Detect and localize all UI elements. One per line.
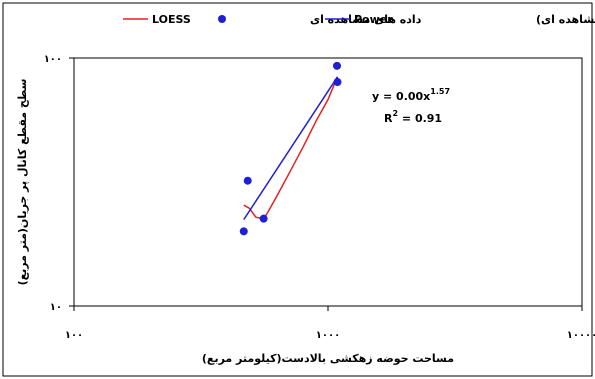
observed-data-point xyxy=(333,78,342,87)
loess-line xyxy=(243,76,339,219)
observed-data-point xyxy=(239,227,248,236)
observed-data-point xyxy=(332,61,341,70)
x-tick-label: ۱۰۰۰ xyxy=(316,330,340,341)
x-axis-title: مساحت حوضه زهکشی بالادست(کیلومتر مربع) xyxy=(202,352,454,365)
observed-data-point xyxy=(259,214,268,223)
legend-observed-label: داده های مشاهده ای xyxy=(310,13,422,26)
y-axis-ticks xyxy=(69,57,74,307)
equation-base: y = 0.00x xyxy=(372,90,430,103)
r-squared-exponent: 2 xyxy=(392,109,398,118)
r-squared-value: = 0.91 xyxy=(398,112,442,125)
y-tick-label: ۱۰ xyxy=(50,302,62,313)
equation-exponent: 1.57 xyxy=(430,87,450,96)
legend-observed-marker xyxy=(218,15,226,23)
series-layer xyxy=(239,61,342,236)
regression-annotation: y = 0.00x1.57 R2 = 0.91 xyxy=(372,87,450,125)
x-tick-label: ۱۰۰۰۰ xyxy=(567,330,595,341)
equation-label: y = 0.00x1.57 xyxy=(372,87,450,103)
legend-power-suffix: Power xyxy=(354,13,393,26)
legend: LOESS داده های مشاهده ای Power (داده های… xyxy=(123,13,595,26)
observed-data-point xyxy=(243,176,252,185)
power-trendline xyxy=(243,76,339,221)
r-squared-label: R2 = 0.91 xyxy=(384,109,442,125)
x-axis-ticks xyxy=(73,306,583,311)
legend-loess-label: LOESS xyxy=(152,13,191,26)
y-tick-label: ۱۰۰ xyxy=(44,54,62,65)
y-axis-title: سطح مقطع کانال پر جریان(متر مربع) xyxy=(16,79,29,286)
legend-power-prefix: (داده های مشاهده ای) xyxy=(536,13,595,26)
r-squared-base: R xyxy=(384,112,393,125)
x-tick-label: ۱۰۰ xyxy=(65,330,83,341)
